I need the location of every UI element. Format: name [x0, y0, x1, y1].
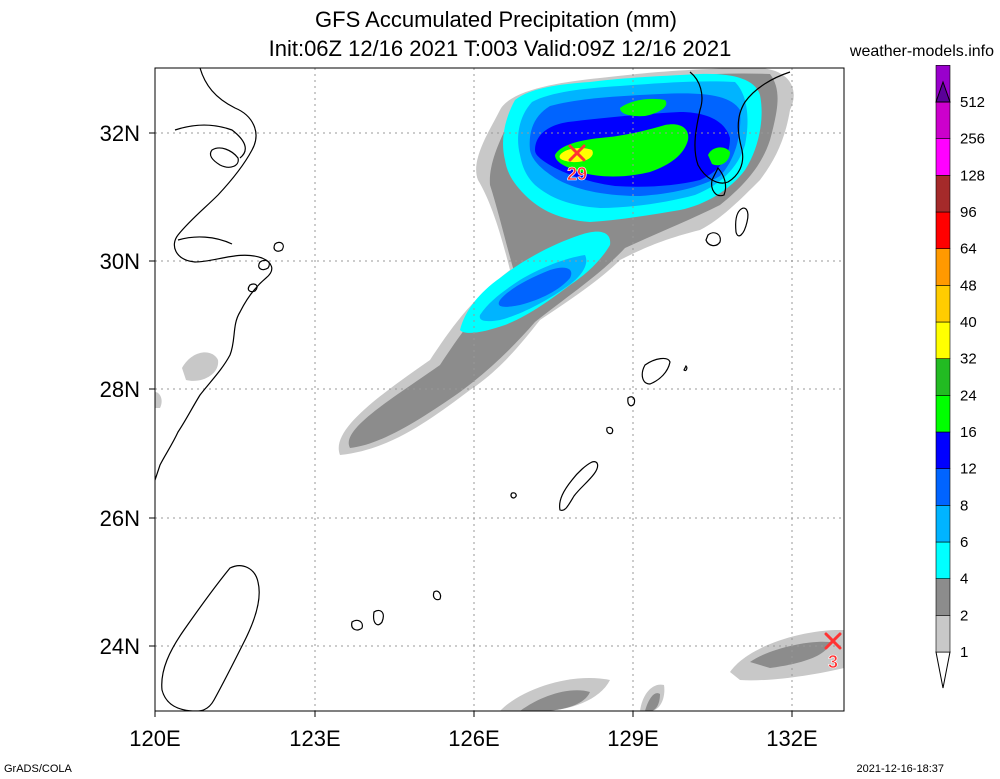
legend-level-label: 40 — [960, 314, 977, 331]
precip-area-1mm-f — [155, 392, 162, 408]
site-label: weather-models.info — [849, 43, 994, 60]
legend-swatch — [935, 321, 951, 359]
legend-level-label: 4 — [960, 571, 968, 588]
okinoerabu — [606, 426, 614, 435]
ishigaki — [373, 609, 384, 626]
legend-swatch — [935, 651, 951, 689]
tokara — [683, 364, 688, 372]
precip-area-16mm-c — [708, 147, 730, 166]
min-marker-label: 3 — [828, 652, 838, 672]
amami-oshima — [641, 357, 671, 385]
legend-swatch — [935, 175, 951, 213]
min-marker: 3 — [824, 632, 842, 672]
lat-tick-label: 30N — [100, 249, 140, 274]
precip-area-16mm — [555, 124, 689, 177]
legend-level-label: 2 — [960, 607, 968, 624]
legend-level-label: 16 — [960, 424, 977, 441]
lon-tick-label: 123E — [289, 726, 340, 751]
precip-area-8mm-b — [498, 267, 572, 307]
legend-swatch — [935, 248, 951, 286]
legend-swatch — [935, 358, 951, 396]
precip-area-2mm-d — [645, 693, 660, 711]
legend-level-label: 8 — [960, 497, 968, 514]
precip-area-1mm-b — [182, 352, 219, 381]
legend-swatch — [935, 101, 951, 139]
legend-swatch — [935, 468, 951, 506]
china-coast — [155, 68, 273, 481]
legend-swatch — [935, 80, 951, 103]
lat-tick-label: 24N — [100, 634, 140, 659]
map-subtitle: Init:06Z 12/16 2021 T:003 Valid:09Z 12/1… — [268, 36, 732, 61]
lon-tick-label: 132E — [766, 726, 817, 751]
legend-level-label: 64 — [960, 241, 977, 258]
timestamp-label: 2021-12-16-18:37 — [856, 763, 944, 775]
legend-level-label: 1 — [960, 644, 968, 661]
kyushu-south — [711, 166, 727, 197]
extreme-markers: 29 3 — [567, 144, 842, 672]
legend-level-label: 12 — [960, 461, 977, 478]
axis-ticks — [149, 132, 793, 717]
yangtze-estuary — [174, 124, 246, 159]
lat-tick-label: 26N — [100, 506, 140, 531]
legend-swatch — [935, 395, 951, 433]
legend-swatch — [935, 431, 951, 469]
coastlines — [155, 68, 791, 711]
legend-swatch — [935, 138, 951, 176]
precip-area-16mm-b — [620, 98, 667, 117]
precip-area-2mm-b — [750, 641, 830, 668]
credit-label: GrADS/COLA — [4, 763, 72, 775]
hangzhou-bay — [177, 236, 233, 245]
okinawa — [559, 461, 599, 511]
legend-swatch — [935, 541, 951, 579]
legend-level-label: 24 — [960, 387, 977, 404]
taihu-lake — [209, 147, 239, 168]
tanegashima — [735, 207, 749, 237]
legend-level-label: 6 — [960, 534, 968, 551]
legend-level-label: 128 — [960, 167, 985, 184]
miyako — [432, 590, 442, 601]
legend-swatch — [935, 578, 951, 616]
kyushu — [689, 71, 791, 184]
graticule — [155, 68, 844, 711]
zhoushan-islands — [247, 241, 284, 293]
legend-level-label: 512 — [960, 94, 985, 111]
lon-tick-label: 120E — [129, 726, 180, 751]
kumejima — [510, 492, 517, 499]
legend-level-label: 48 — [960, 277, 977, 294]
precip-area-2mm-c — [520, 690, 590, 711]
yakushima — [705, 232, 721, 247]
lat-tick-label: 28N — [100, 377, 140, 402]
legend-swatch — [935, 211, 951, 249]
legend-swatch — [935, 505, 951, 543]
legend-swatch — [935, 285, 951, 323]
legend-swatch — [935, 615, 951, 653]
taiwan — [161, 565, 260, 711]
lon-tick-label: 126E — [448, 726, 499, 751]
iriomote — [351, 619, 363, 631]
max-marker: 29 — [567, 144, 587, 184]
max-marker-label: 29 — [567, 164, 587, 184]
lat-tick-label: 32N — [100, 121, 140, 146]
legend-level-label: 96 — [960, 204, 977, 221]
legend-level-label: 256 — [960, 131, 985, 148]
lon-tick-label: 129E — [607, 726, 658, 751]
map-title: GFS Accumulated Precipitation (mm) — [315, 7, 677, 32]
legend-level-label: 32 — [960, 351, 977, 368]
tokunoshima — [627, 396, 636, 407]
